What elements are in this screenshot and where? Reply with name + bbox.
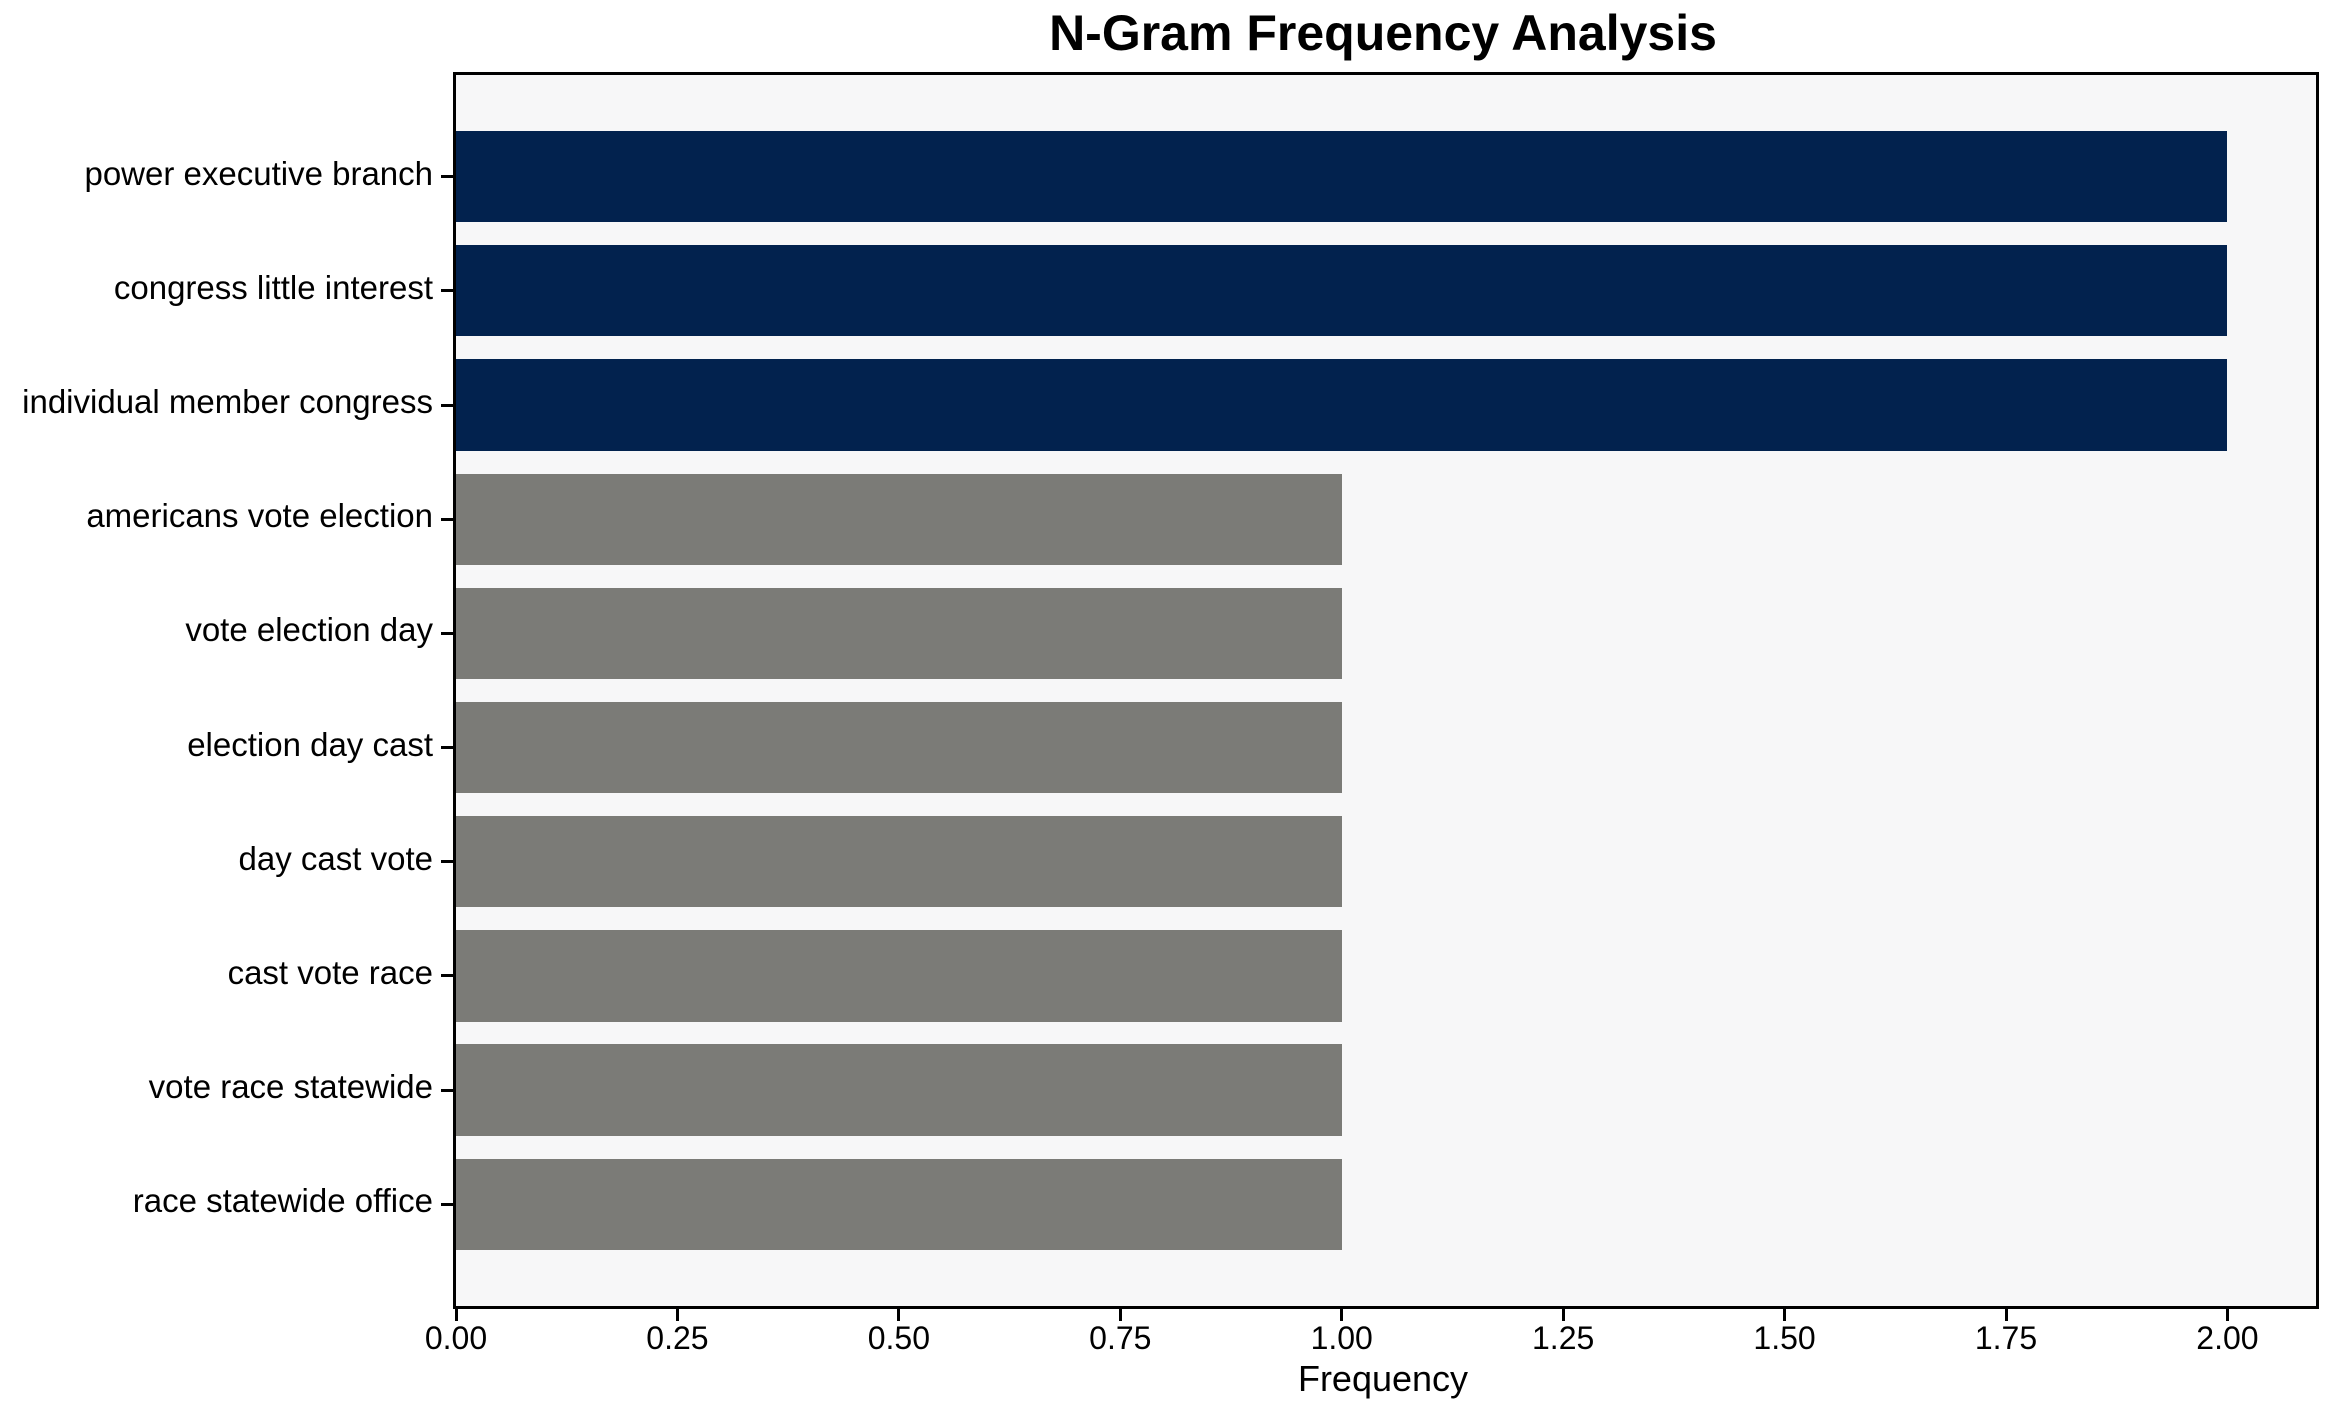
y-tick-label: congress little interest (113, 268, 433, 306)
y-tick-mark (441, 517, 453, 521)
y-tick-mark (441, 860, 453, 864)
x-tick-label: 0.50 (867, 1320, 930, 1356)
y-tick-label: vote race statewide (148, 1068, 433, 1106)
bar (456, 930, 1342, 1022)
x-tick-mark (1783, 1309, 1787, 1321)
plot-area (441, 72, 2319, 1321)
bar (456, 130, 2228, 223)
y-tick-mark (441, 974, 453, 978)
x-tick-mark (2225, 1309, 2229, 1321)
x-tick-mark (675, 1309, 679, 1321)
x-tick-label: 0.75 (1089, 1320, 1152, 1356)
y-tick-mark (441, 175, 453, 179)
x-tick-label: 0.00 (424, 1320, 488, 1356)
bar (456, 587, 1342, 680)
bar (456, 245, 2228, 337)
x-tick-mark (2004, 1309, 2008, 1321)
y-tick-mark (441, 289, 453, 293)
y-tick-label: race statewide office (132, 1182, 433, 1220)
chart-title: N-Gram Frequency Analysis (1049, 5, 1717, 61)
x-tick-mark (1118, 1309, 1122, 1321)
y-tick-label: americans vote election (86, 497, 433, 535)
x-axis-label: Frequency (1297, 1358, 1469, 1399)
y-tick-label: power executive branch (84, 154, 433, 192)
y-tick-label: election day cast (187, 725, 433, 763)
y-tick-mark (441, 746, 453, 750)
x-tick-label: 1.25 (1532, 1320, 1595, 1356)
bar (456, 473, 1342, 565)
y-tick-mark (441, 1088, 453, 1092)
y-tick-mark (441, 403, 453, 407)
y-tick-label: individual member congress (22, 383, 433, 421)
x-tick-mark (897, 1309, 901, 1321)
x-tick-mark (1340, 1309, 1344, 1321)
y-tick-label: day cast vote (238, 839, 433, 877)
bar (456, 701, 1342, 794)
x-tick-label: 1.75 (1974, 1320, 2038, 1356)
bar (456, 1044, 1342, 1136)
x-tick-mark (454, 1309, 458, 1321)
x-tick-label: 2.00 (2196, 1320, 2259, 1356)
y-tick-mark (441, 1202, 453, 1206)
x-tick-label: 1.00 (1310, 1320, 1373, 1356)
y-tick-mark (441, 631, 453, 635)
y-tick-label: vote election day (185, 611, 433, 649)
x-tick-label: 0.25 (646, 1320, 709, 1356)
x-tick-label: 1.50 (1753, 1320, 1816, 1356)
bar (456, 1158, 1342, 1251)
y-tick-label: cast vote race (227, 953, 433, 991)
bar (456, 359, 2228, 451)
bar (456, 816, 1342, 908)
x-tick-mark (1561, 1309, 1565, 1321)
